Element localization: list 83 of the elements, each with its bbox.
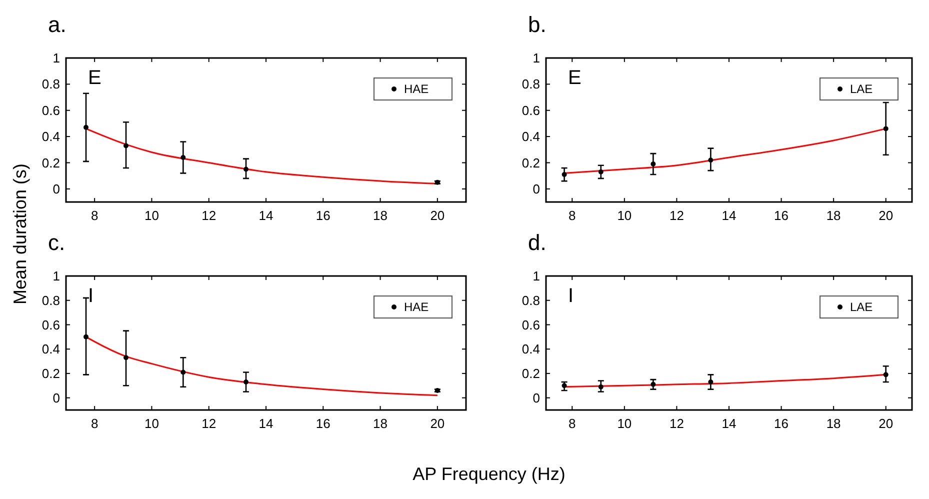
x-tick-label: 10 [144,208,159,223]
y-tick-label: 1 [52,50,60,66]
y-tick-label: 0.8 [42,292,60,308]
x-tick-label: 18 [826,416,841,431]
y-tick-label: 0.6 [522,317,540,332]
y-tick-label: 0.6 [42,317,60,332]
point [562,383,567,388]
x-tick-label: 12 [202,416,216,431]
annotation: E [568,67,582,89]
chart-title: b. [528,12,546,37]
x-tick-label: 14 [258,208,274,223]
x-tick-label: 12 [669,416,684,431]
x-tick-label: 18 [373,416,388,431]
y-tick-label: 1 [52,268,60,284]
point [244,379,248,384]
y-tick-label: 0.2 [522,366,540,382]
annotation: I [88,285,94,307]
x-tick-label: 20 [430,416,445,431]
x-tick-label: 8 [568,208,576,223]
point [598,384,604,390]
point [84,334,88,340]
point [650,162,656,167]
y-tick-label: 0.4 [522,342,540,357]
x-tick-label: 8 [90,208,98,223]
annotation: E [88,67,102,89]
point [883,372,888,378]
x-tick-label: 16 [774,416,789,431]
y-tick-label: 0.4 [522,129,540,144]
point [180,370,186,375]
point [708,158,714,163]
legend-label: LAE [850,300,873,314]
y-tick-label: 0 [532,390,540,406]
y-tick-label: 0.6 [42,102,60,118]
y-tick-label: 0.8 [522,76,540,92]
y-tick-label: 0 [532,181,540,196]
y-tick-label: 0.2 [42,366,60,382]
point [883,126,888,132]
y-tick-label: 0.6 [522,102,540,118]
y-tick-label: 1 [532,268,540,284]
point [562,172,567,178]
x-tick-label: 8 [568,416,576,431]
x-tick-label: 16 [774,208,789,223]
x-tick-label: 20 [430,208,445,223]
point [708,379,714,384]
x-tick-label: 18 [373,208,388,223]
point [598,169,604,174]
x-tick-label: 16 [316,416,330,431]
legend-label: HAE [404,300,429,314]
point [84,124,88,130]
x-tick-label: 14 [722,416,736,431]
point [244,166,248,172]
legend-label: HAE [404,82,429,96]
point [124,143,128,148]
x-tick-label: 14 [722,208,736,223]
x-tick-label: 10 [144,416,159,431]
y-tick-label: 0 [52,181,60,196]
y-tick-label: 0.8 [522,292,540,308]
y-tick-label: 0.2 [522,155,540,170]
annotation: I [568,285,574,307]
x-axis-title: AP Frequency (Hz) [412,464,566,484]
y-tick-label: 0.4 [42,342,60,357]
legend-label: LAE [850,82,873,96]
x-tick-label: 20 [878,416,894,431]
y-axis-title: Mean duration (s) [10,163,30,305]
chart-title: c. [48,230,66,255]
point [124,355,128,360]
point [180,154,186,160]
x-tick-label: 10 [617,208,632,223]
x-tick-label: 8 [90,416,98,431]
x-tick-label: 12 [669,208,684,223]
chart-title: d. [528,230,546,255]
x-tick-label: 16 [316,208,330,223]
y-tick-label: 0 [52,390,60,406]
chart-title: a. [48,12,66,37]
x-tick-label: 14 [258,416,274,431]
y-tick-label: 0.4 [42,129,60,144]
y-tick-label: 0.8 [42,76,60,92]
x-tick-label: 12 [202,208,216,223]
x-tick-label: 10 [617,416,632,431]
y-tick-label: 0.2 [42,155,60,170]
x-tick-label: 20 [878,208,894,223]
y-tick-label: 1 [532,50,540,66]
x-tick-label: 18 [826,208,841,223]
